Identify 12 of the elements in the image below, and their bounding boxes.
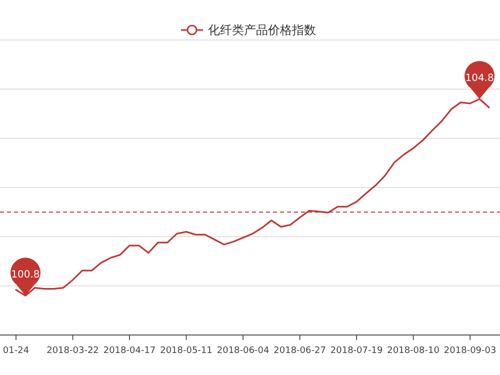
x-tick-label: 2018-08-10: [387, 346, 440, 356]
x-tick-label: 2018-06-04: [216, 346, 270, 356]
x-tick-label: 2018-04-17: [103, 346, 156, 356]
x-tick-label: 01-24: [2, 346, 30, 356]
data-label: 104.8: [465, 73, 494, 84]
x-tick-label: 2018-06-27: [274, 346, 326, 356]
x-tick-label: 2018-07-19: [330, 346, 383, 356]
x-tick-label: 2018-09-03: [444, 346, 496, 356]
x-tick-label: 2018-05-11: [160, 346, 212, 356]
x-tick-label: 2018-03-22: [46, 346, 99, 356]
data-label: 100.8: [11, 270, 40, 281]
legend-label: 化纤类产品价格指数: [208, 23, 316, 37]
